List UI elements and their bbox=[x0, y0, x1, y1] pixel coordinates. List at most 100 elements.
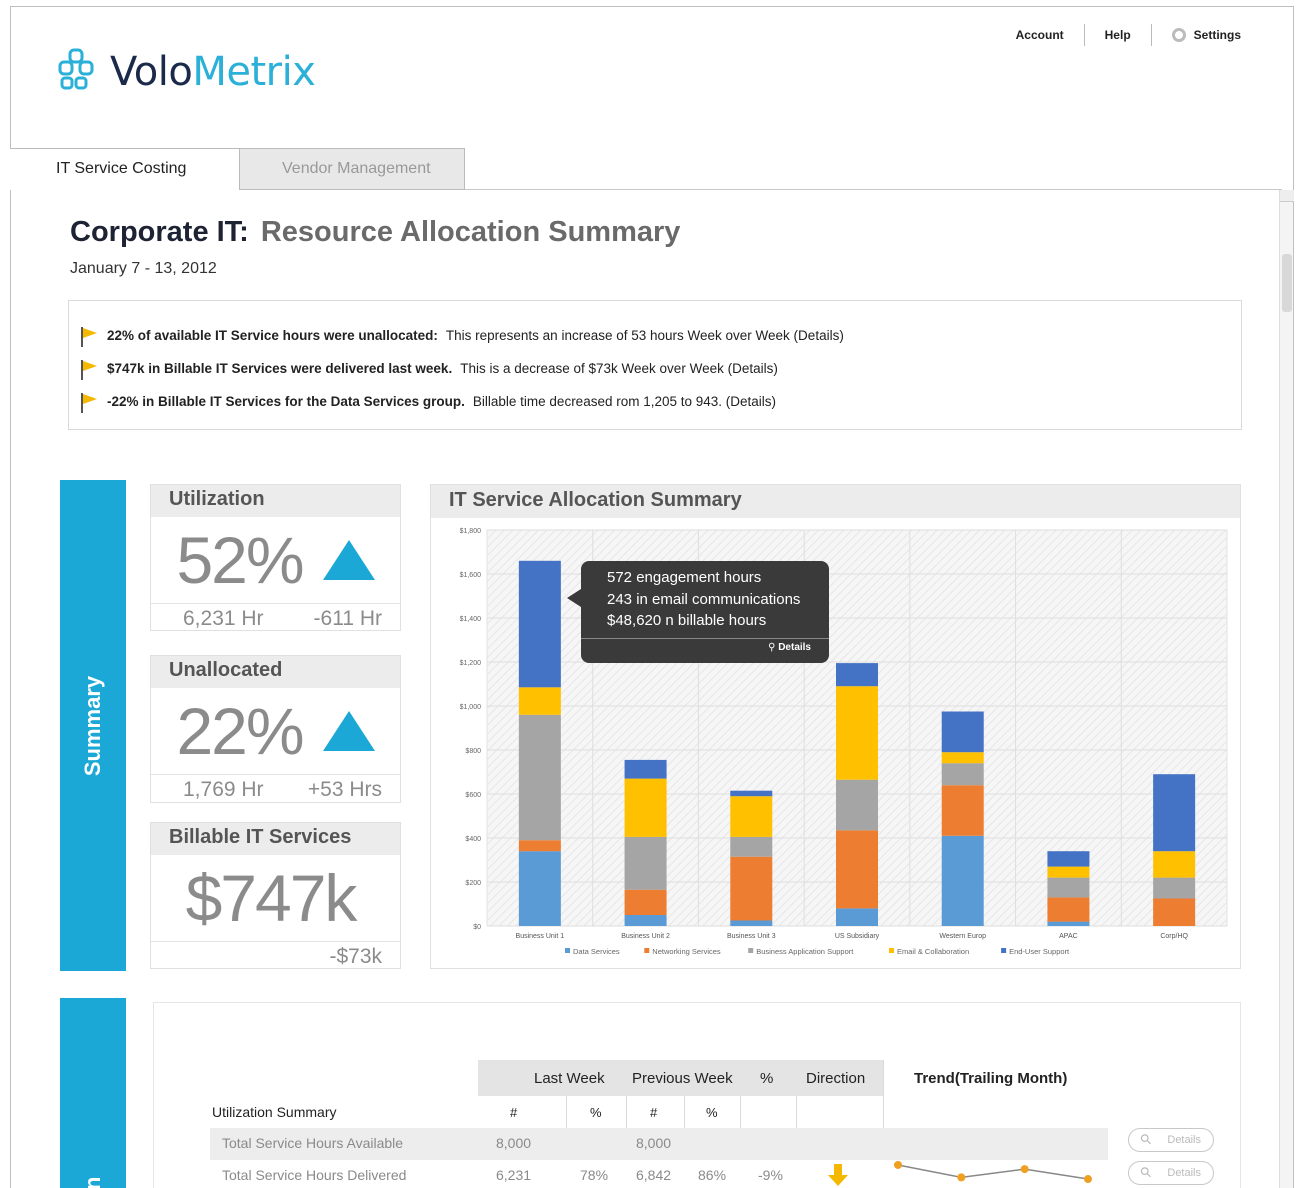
brand-logo[interactable]: VoloMetrix bbox=[56, 48, 316, 96]
bar-segment bbox=[1153, 851, 1196, 878]
scroll-up-button[interactable] bbox=[1280, 190, 1294, 202]
subcol-pw-num: # bbox=[650, 1105, 658, 1120]
kpi-value-row: $747k bbox=[151, 855, 400, 941]
x-tick-label: Corp/HQ bbox=[1160, 933, 1188, 940]
trend-point bbox=[1020, 1165, 1029, 1174]
table-row[interactable] bbox=[210, 1160, 1108, 1188]
row-details-button[interactable]: Details bbox=[1128, 1161, 1214, 1185]
flag-icon bbox=[79, 358, 99, 380]
account-link[interactable]: Account bbox=[1015, 28, 1064, 42]
kpi-right-value: +53 Hrs bbox=[307, 777, 382, 801]
alert-item[interactable]: 22% of available IT Service hours were u… bbox=[79, 319, 1241, 352]
bar-segment bbox=[941, 835, 984, 926]
tab-vendor-management[interactable]: Vendor Management bbox=[239, 148, 465, 190]
alert-item[interactable]: -22% in Billable IT Services for the Dat… bbox=[79, 385, 1241, 418]
legend-label: Email & Collaboration bbox=[897, 947, 969, 956]
row-details-button[interactable]: Details bbox=[1128, 1128, 1214, 1152]
trend-line bbox=[897, 1164, 1089, 1180]
chart-panel: IT Service Allocation Summary $0 $200 $400… bbox=[430, 484, 1241, 969]
tab-it-service-costing[interactable]: IT Service Costing bbox=[10, 148, 239, 190]
bar-segment bbox=[1153, 898, 1196, 926]
x-tick-label: Business Unit 3 bbox=[727, 933, 776, 940]
flag-icon bbox=[79, 325, 99, 347]
tooltip-details-link[interactable]: ⚲ Details bbox=[768, 637, 811, 659]
kpi-title: Utilization bbox=[151, 485, 400, 517]
row-pw-num: 8,000 bbox=[636, 1135, 672, 1151]
help-link[interactable]: Help bbox=[1104, 28, 1131, 42]
subcol-pw-pct: % bbox=[706, 1105, 718, 1120]
col-last-week: Last Week bbox=[534, 1070, 605, 1087]
settings-label: Settings bbox=[1193, 28, 1241, 42]
bar-segment bbox=[518, 687, 561, 715]
bar-segment bbox=[730, 790, 773, 797]
subcol-lw-pct: % bbox=[590, 1105, 602, 1120]
date-range: January 7 - 13, 2012 bbox=[70, 260, 217, 277]
kpi-footer: -$73k bbox=[151, 941, 400, 971]
row-lw-num: 6,231 bbox=[496, 1167, 532, 1183]
y-tick-label: $1,800 bbox=[460, 528, 482, 535]
bar-segment bbox=[836, 830, 878, 909]
alerts-panel: 22% of available IT Service hours were u… bbox=[68, 300, 1242, 430]
alert-headline: -22% in Billable IT Services for the Dat… bbox=[107, 394, 465, 409]
bar-segment bbox=[836, 908, 878, 926]
kpi-value-row: 22% bbox=[151, 688, 400, 774]
top-navigation: Account Help Settings bbox=[996, 24, 1261, 46]
kpi-right-value: -$73k bbox=[329, 944, 382, 968]
y-tick-label: $1,400 bbox=[460, 616, 482, 623]
vertical-scrollbar[interactable] bbox=[1279, 190, 1294, 1188]
y-tick-label: $1,200 bbox=[460, 660, 482, 667]
page-title: Corporate IT: Resource Allocation Summary bbox=[70, 216, 680, 249]
utilization-table-panel bbox=[153, 1002, 1241, 1188]
trend-point bbox=[894, 1160, 902, 1169]
kpi-billable-it-services[interactable]: Billable IT Services $747k -$73k bbox=[150, 822, 401, 969]
alert-text: This represents an increase of 53 hours … bbox=[445, 328, 844, 343]
tooltip-line: 572 engagement hours bbox=[607, 569, 762, 586]
tooltip-details-label: Details bbox=[778, 641, 811, 653]
kpi-right-value: -611 Hr bbox=[313, 606, 382, 630]
bar-segment bbox=[1047, 877, 1090, 898]
chart-tooltip: 572 engagement hours 243 in email commun… bbox=[567, 561, 829, 663]
bar-segment bbox=[730, 836, 773, 857]
settings-link[interactable]: Settings bbox=[1152, 28, 1261, 42]
bar-segment bbox=[518, 560, 561, 688]
y-tick-label: $1,000 bbox=[460, 704, 482, 711]
column-divider bbox=[883, 1060, 884, 1188]
kpi-unallocated[interactable]: Unallocated 22% 1,769 Hr +53 Hrs bbox=[150, 655, 401, 803]
scroll-thumb[interactable] bbox=[1282, 254, 1292, 312]
trend-point bbox=[957, 1173, 966, 1182]
bar-segment bbox=[624, 759, 667, 779]
row-pct-change: -9% bbox=[758, 1167, 783, 1183]
direction-down-icon bbox=[828, 1164, 848, 1186]
row-pw-pct: 86% bbox=[698, 1167, 727, 1183]
flag-icon bbox=[79, 391, 99, 413]
utilization-summary-title: Utilization Summary bbox=[212, 1104, 337, 1120]
bar-segment bbox=[836, 686, 878, 780]
legend-swatch bbox=[748, 948, 754, 953]
bar-segment bbox=[518, 840, 561, 852]
bar-segment bbox=[941, 785, 984, 836]
alert-item[interactable]: $747k in Billable IT Services were deliv… bbox=[79, 352, 1241, 385]
row-lw-num: 8,000 bbox=[496, 1135, 532, 1151]
tooltip-divider bbox=[581, 638, 829, 639]
table-row[interactable] bbox=[210, 1128, 1108, 1160]
kpi-utilization[interactable]: Utilization 52% 6,231 Hr -611 Hr bbox=[150, 484, 401, 631]
col-trend: Trend(Trailing Month) bbox=[914, 1070, 1068, 1087]
kpi-value: 52% bbox=[176, 523, 304, 597]
legend-swatch bbox=[565, 948, 570, 953]
section-label: ation bbox=[80, 1177, 106, 1188]
alert-text: This is a decrease of $73k Week over Wee… bbox=[460, 361, 778, 376]
x-tick-label: APAC bbox=[1059, 933, 1078, 940]
subcol-lw-num: # bbox=[510, 1105, 518, 1120]
legend-swatch bbox=[889, 948, 894, 953]
trend-up-icon bbox=[322, 711, 375, 751]
key-icon: ⚲ bbox=[768, 641, 779, 653]
bar-segment bbox=[1153, 774, 1196, 852]
kpi-title: Unallocated bbox=[151, 656, 400, 688]
kpi-value: 22% bbox=[176, 694, 304, 768]
y-tick-label: $0 bbox=[473, 924, 481, 931]
legend-label: Business Application Support bbox=[756, 947, 854, 956]
tooltip-line: $48,620 n billable hours bbox=[607, 612, 767, 629]
trend-up-icon bbox=[322, 540, 375, 580]
bar-segment bbox=[518, 851, 561, 926]
row-label: Total Service Hours Delivered bbox=[222, 1167, 407, 1183]
